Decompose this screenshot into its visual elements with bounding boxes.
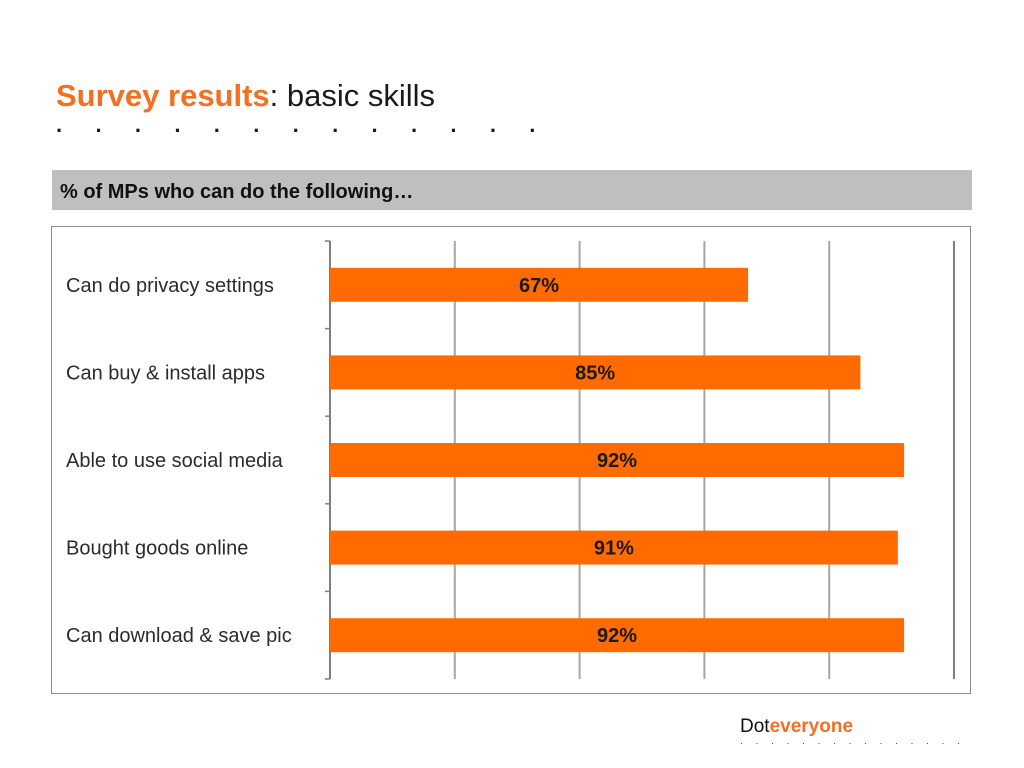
chart-labels: Can do privacy settings 67% Can buy & inst…	[66, 275, 637, 647]
category-label: Can download & save pic	[66, 625, 292, 647]
bar	[330, 530, 898, 565]
page-title-rest: : basic skills	[269, 78, 436, 113]
bar	[330, 355, 861, 390]
bar-chart: Can do privacy settings 67% Can buy & inst…	[66, 240, 955, 680]
page-title-accent: Survey results	[56, 78, 270, 113]
category-label: Bought goods online	[66, 538, 248, 560]
chart-bars	[330, 267, 905, 653]
brand-logo-dots: · · · · · · · · · · · · · · ·	[740, 738, 965, 748]
bar	[330, 267, 749, 302]
data-label: 92%	[597, 625, 637, 647]
brand-logo: Doteveryone	[740, 716, 853, 738]
title-dot-divider: · · · · · · · · · · · · ·	[56, 118, 550, 143]
bar	[330, 443, 905, 477]
subtitle-bar: % of MPs who can do the following…	[52, 170, 972, 210]
data-label: 91%	[594, 538, 634, 560]
brand-logo-prefix: Dot	[740, 716, 770, 737]
category-label: Able to use social media	[66, 450, 284, 472]
bar	[330, 618, 905, 653]
data-label: 67%	[519, 275, 559, 297]
data-label: 92%	[597, 450, 637, 472]
page-title: Survey results: basic skills	[56, 78, 435, 114]
subtitle-text: % of MPs who can do the following…	[60, 181, 414, 203]
data-label: 85%	[575, 362, 615, 384]
brand-logo-accent: everyone	[769, 716, 854, 737]
category-label: Can do privacy settings	[66, 275, 274, 297]
chart-panel: Can do privacy settings 67% Can buy & inst…	[51, 226, 971, 694]
category-label: Can buy & install apps	[66, 362, 265, 384]
